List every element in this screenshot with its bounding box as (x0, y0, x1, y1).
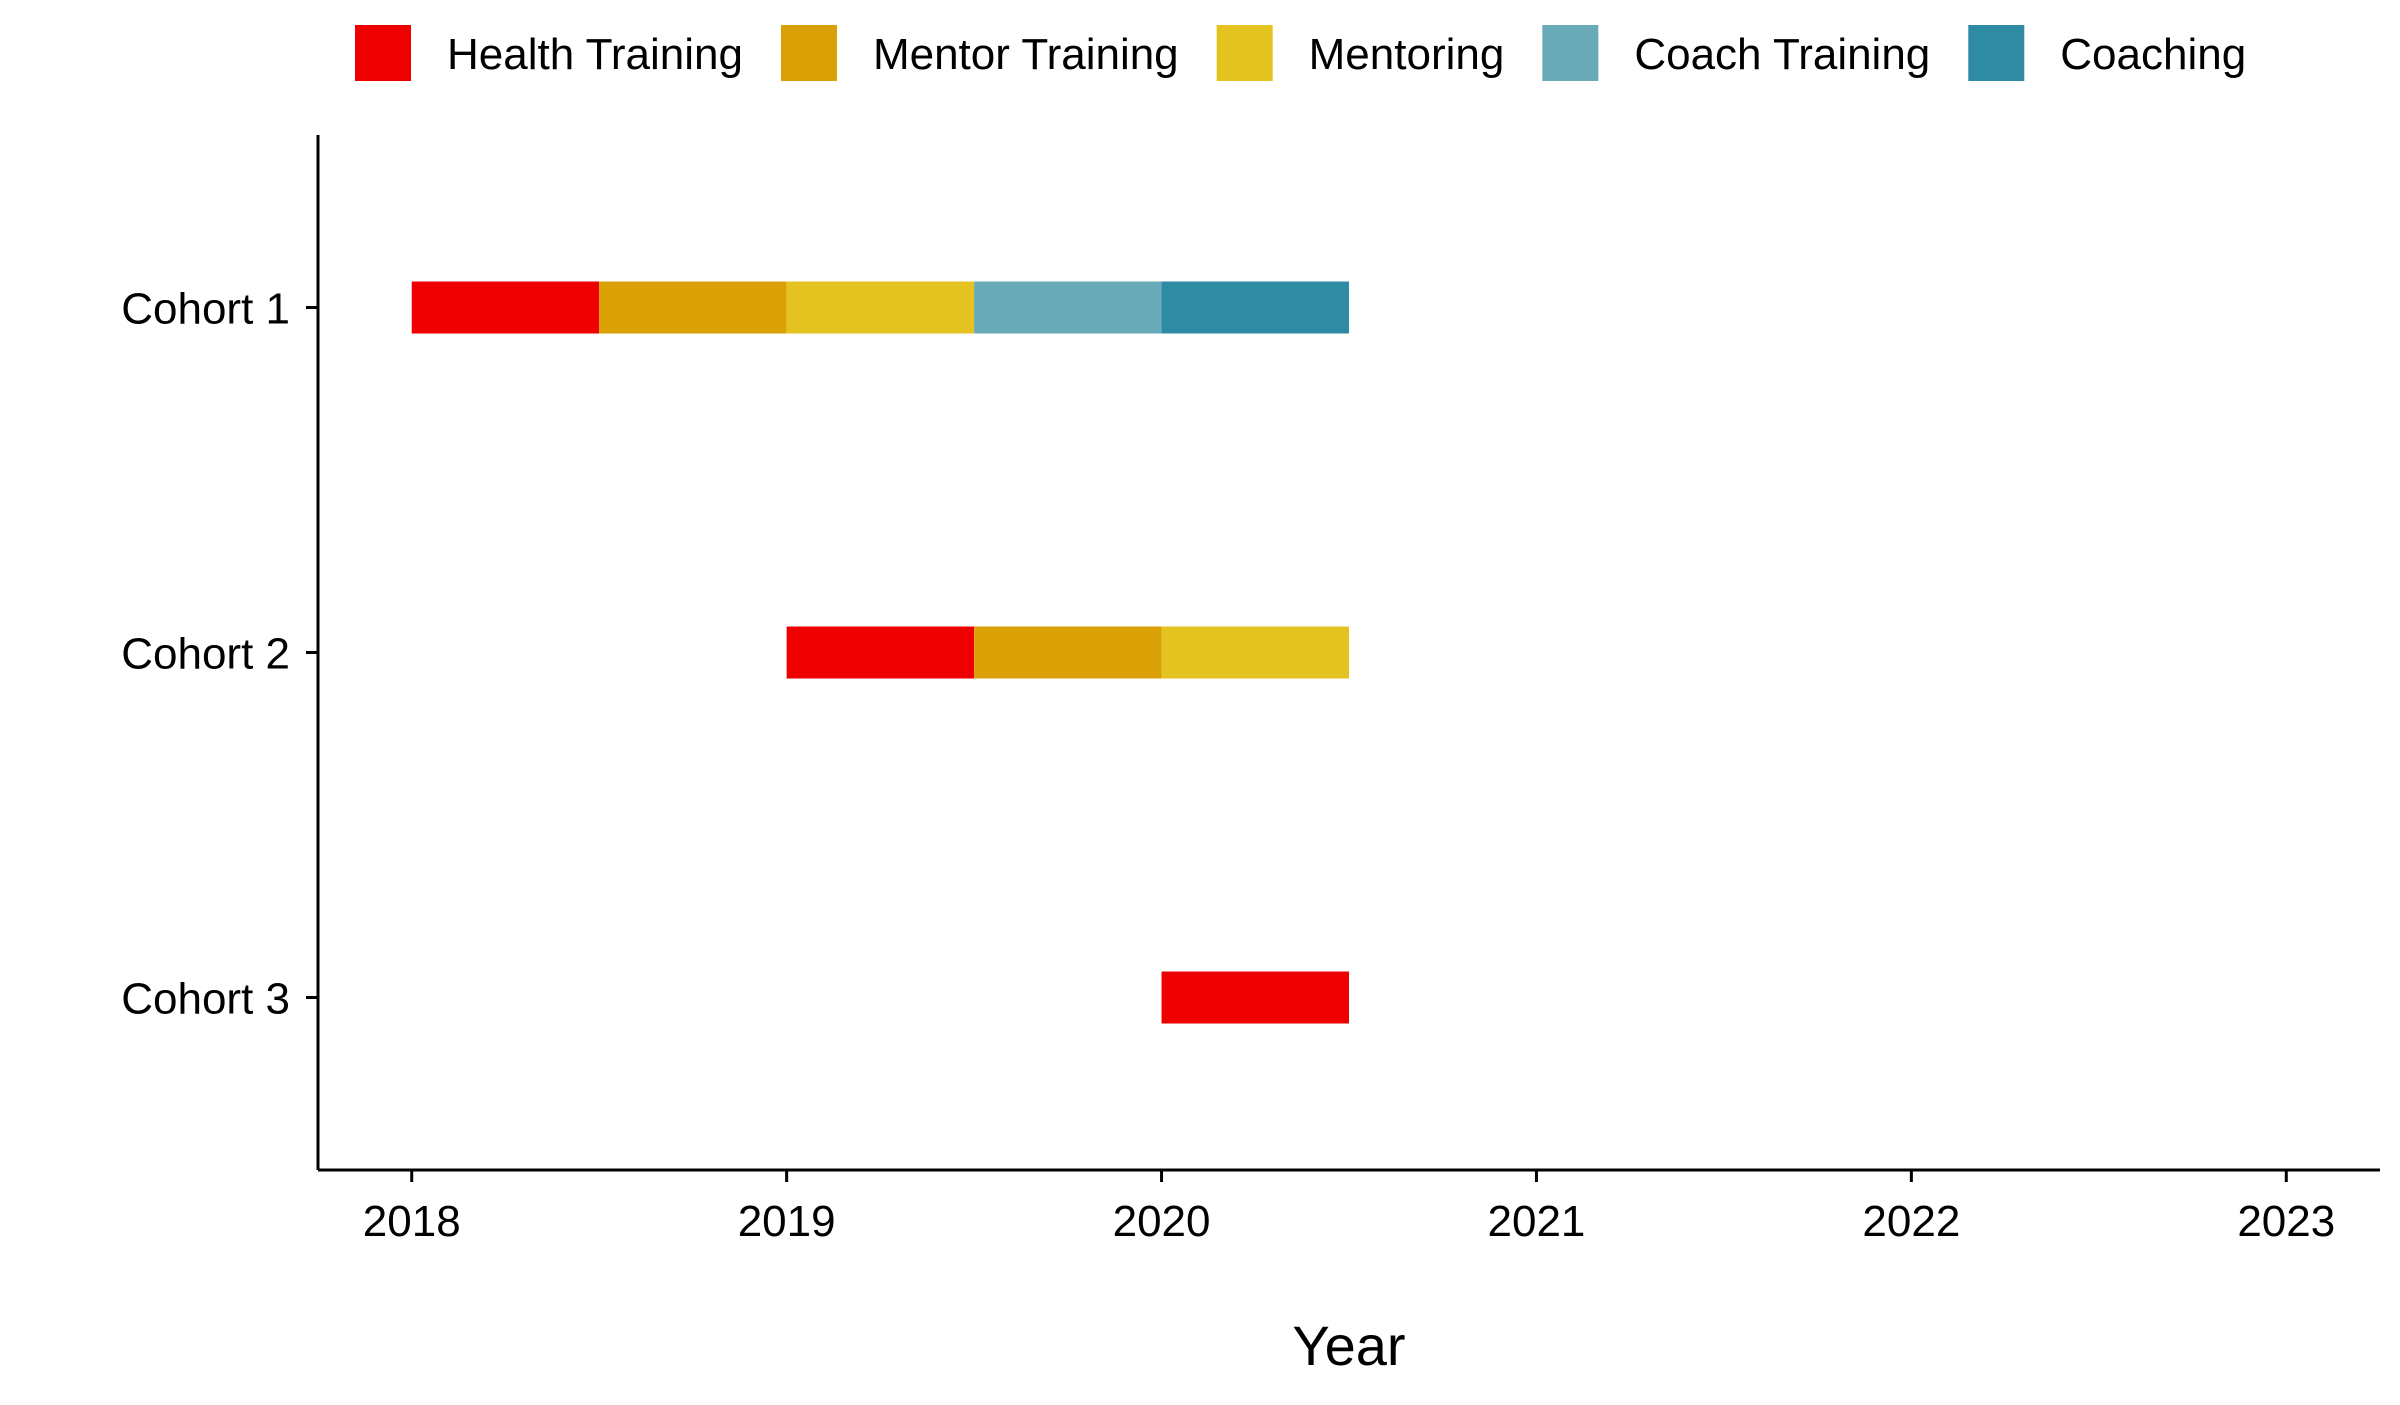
legend-label: Mentor Training (873, 30, 1179, 79)
bar-cohort-3-health-training (1161, 971, 1349, 1024)
legend-item-mentoring: Mentoring (1216, 25, 1505, 81)
bar-cohort-2-mentor-training (974, 626, 1162, 679)
legend-item-coach-training: Coach Training (1542, 25, 1930, 81)
bar-cohort-1-coaching (1161, 281, 1349, 334)
bars-layer (411, 281, 1349, 1024)
bar-cohort-2-health-training (786, 626, 975, 679)
bar-cohort-1-mentoring (786, 281, 975, 334)
x-axis-title: Year (1292, 1314, 1405, 1377)
y-tick-label: Cohort 2 (121, 630, 290, 679)
legend-key (355, 25, 411, 81)
y-tick-label: Cohort 1 (121, 285, 290, 334)
x-tick-label: 2019 (738, 1197, 836, 1246)
x-tick-label: 2021 (1488, 1197, 1586, 1246)
x-tick-label: 2020 (1113, 1197, 1211, 1246)
legend-key (1216, 25, 1273, 81)
legend-item-mentor-training: Mentor Training (780, 25, 1179, 81)
legend-key (780, 25, 837, 81)
bar-cohort-1-mentor-training (599, 281, 787, 334)
bar-cohort-1-health-training (411, 281, 600, 334)
legend-item-health-training: Health Training (355, 25, 743, 81)
legend: Health Training Mentor Training Mentoring C… (355, 25, 2246, 81)
legend-label: Coaching (2060, 30, 2246, 79)
bar-cohort-2-mentoring (1161, 626, 1349, 679)
legend-label: Health Training (447, 30, 743, 79)
y-ticks: Cohort 1 Cohort 2 Cohort 3 (121, 285, 318, 1024)
x-tick-label: 2022 (1862, 1197, 1960, 1246)
legend-label: Mentoring (1309, 30, 1505, 79)
legend-item-coaching: Coaching (1968, 25, 2246, 81)
x-ticks: 2018 2019 2020 2021 2022 2023 (363, 1170, 2335, 1246)
legend-label: Coach Training (1634, 30, 1930, 79)
bar-cohort-1-coach-training (974, 281, 1162, 334)
y-tick-label: Cohort 3 (121, 975, 290, 1024)
x-tick-label: 2018 (363, 1197, 461, 1246)
x-tick-label: 2023 (2237, 1197, 2335, 1246)
legend-key (1968, 25, 2025, 81)
legend-key (1542, 25, 1599, 81)
